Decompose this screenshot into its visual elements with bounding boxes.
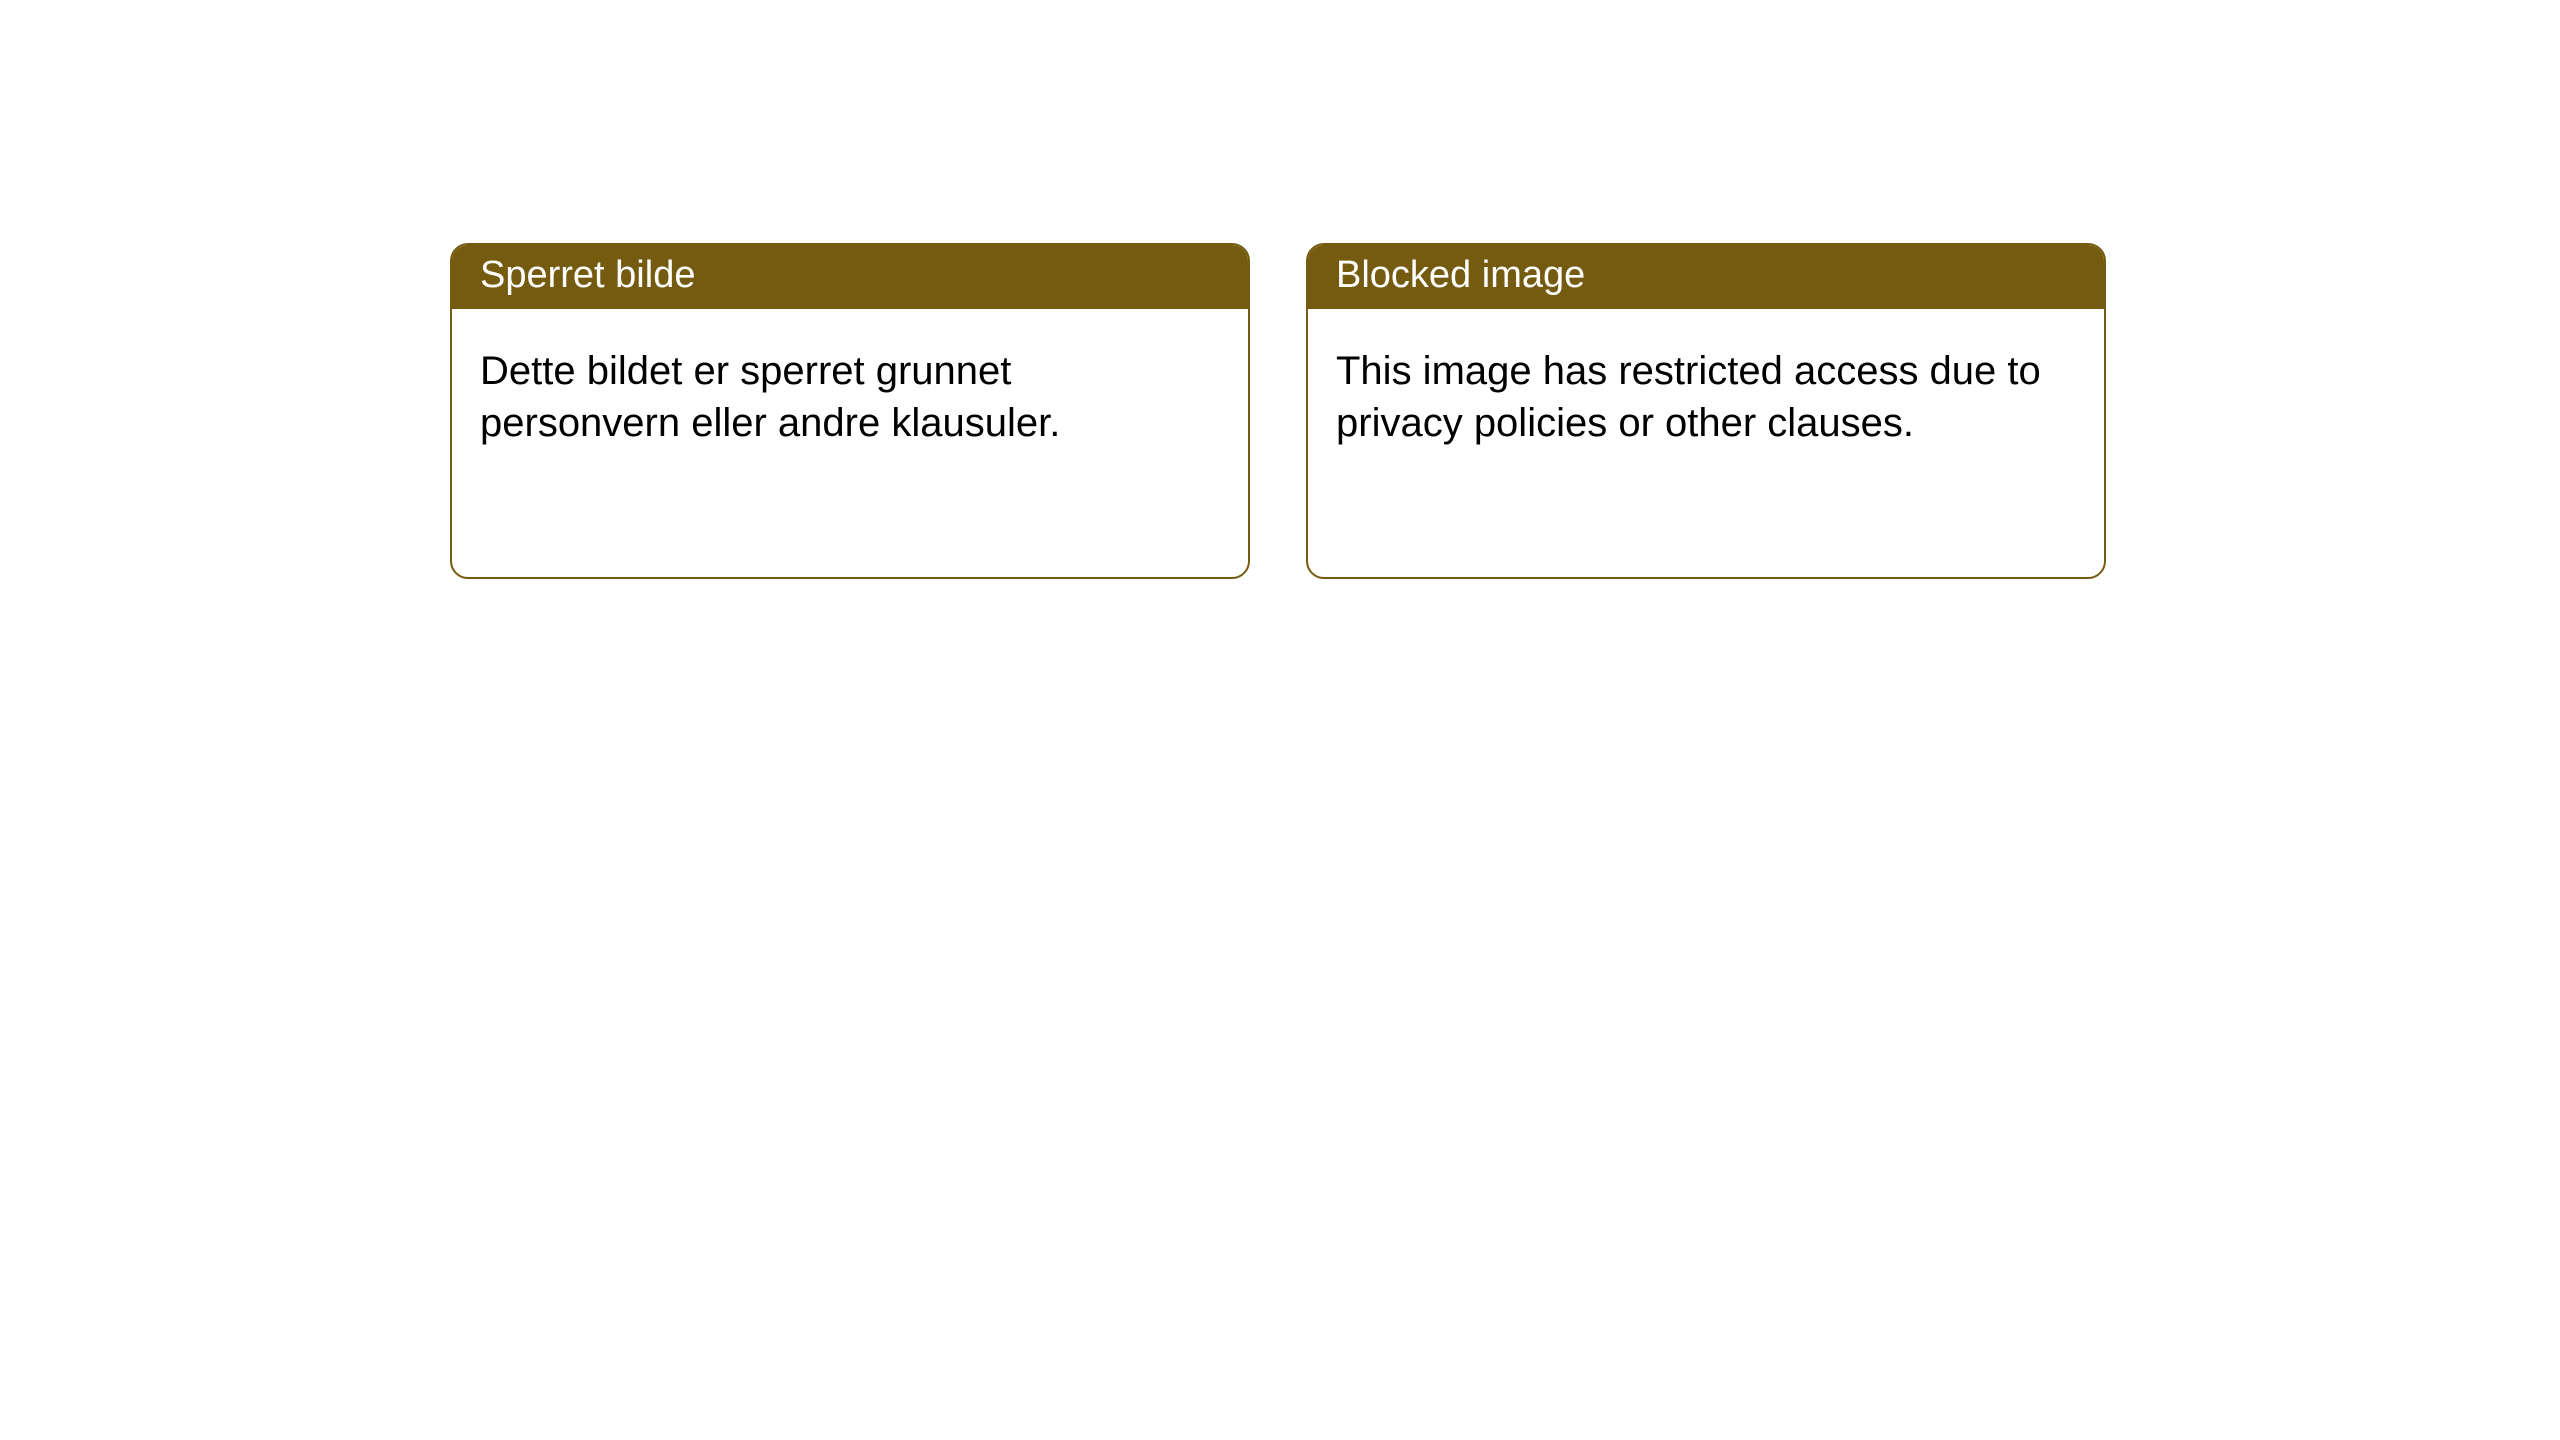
card-body-text-en: This image has restricted access due to … bbox=[1336, 349, 2041, 445]
blocked-image-card-en: Blocked image This image has restricted … bbox=[1306, 243, 2106, 579]
card-body-text-no: Dette bildet er sperret grunnet personve… bbox=[480, 349, 1060, 445]
card-header-no: Sperret bilde bbox=[452, 245, 1248, 309]
card-body-en: This image has restricted access due to … bbox=[1308, 309, 2104, 477]
card-body-no: Dette bildet er sperret grunnet personve… bbox=[452, 309, 1248, 477]
notice-container: Sperret bilde Dette bildet er sperret gr… bbox=[0, 0, 2560, 579]
card-title-no: Sperret bilde bbox=[480, 254, 695, 296]
blocked-image-card-no: Sperret bilde Dette bildet er sperret gr… bbox=[450, 243, 1250, 579]
card-header-en: Blocked image bbox=[1308, 245, 2104, 309]
card-title-en: Blocked image bbox=[1336, 254, 1585, 296]
